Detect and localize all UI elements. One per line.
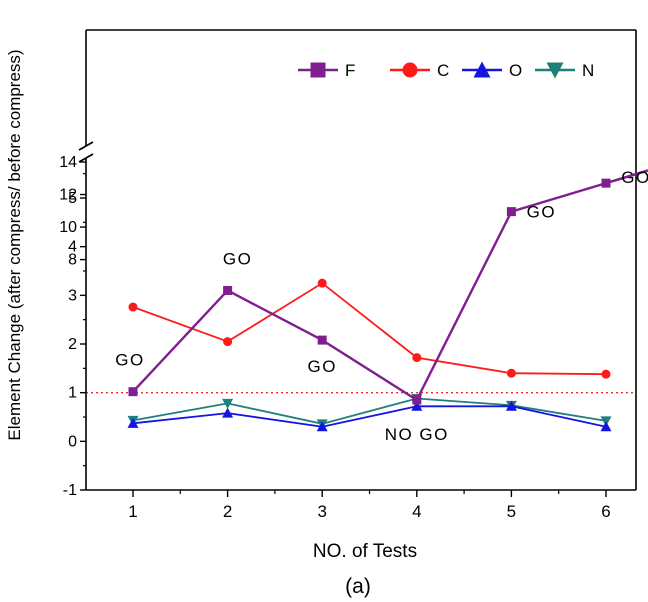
series-o-point	[316, 421, 328, 432]
series-c	[128, 278, 611, 379]
series-c-line	[132, 282, 607, 376]
series-o-point	[222, 407, 234, 418]
legend-entry-n: N	[535, 61, 594, 80]
legend-marker-f	[310, 62, 326, 78]
annotation-label: GO	[115, 351, 144, 370]
x-tick-label: 6	[601, 502, 610, 521]
series-c-point	[317, 278, 327, 288]
series-o-point	[505, 400, 517, 411]
x-tick-label: 4	[412, 502, 421, 521]
legend-label-o: O	[509, 61, 522, 80]
y-tick-label: 8	[68, 252, 77, 269]
series-f-point	[601, 178, 611, 188]
series-n-line	[132, 397, 607, 425]
x-tick-label: 1	[128, 502, 137, 521]
series-o-line	[132, 405, 607, 428]
y-tick-label: 0	[68, 433, 77, 450]
legend-label-n: N	[582, 61, 594, 80]
y-tick-label: 12	[59, 187, 77, 204]
series-c-point	[128, 302, 138, 312]
annotation-label: GO	[223, 249, 252, 268]
annotation-label: NO GO	[385, 425, 449, 444]
legend-entry-o: O	[462, 61, 522, 80]
series-layer	[127, 169, 648, 432]
series-o-point	[127, 417, 139, 428]
figure-caption: (a)	[345, 575, 371, 598]
series-f-segment	[605, 169, 648, 185]
series-f-segment	[511, 169, 648, 213]
series-f	[128, 169, 648, 405]
legend-entry-f: F	[298, 61, 355, 80]
series-f-segment	[132, 289, 229, 393]
series-f-segment	[415, 211, 513, 401]
x-tick-label: 5	[507, 502, 516, 521]
series-c-point	[601, 369, 611, 379]
y-tick-label: 2	[68, 336, 77, 353]
x-tick-label: 2	[223, 502, 232, 521]
series-o	[127, 400, 612, 432]
annotation-label: GO	[621, 168, 648, 187]
y-tick-label: 10	[59, 219, 77, 236]
series-f-segment	[227, 289, 323, 342]
legend-entry-c: C	[390, 61, 449, 80]
y-tick-label: 14	[59, 154, 77, 171]
y-tick-label: 5	[68, 190, 77, 207]
series-f-segment	[321, 339, 418, 401]
series-c-point	[506, 368, 516, 378]
x-axis-label: NO. of Tests	[313, 541, 417, 562]
series-o-point	[411, 400, 423, 411]
annotation-label: GO	[307, 357, 336, 376]
y-tick-label: 4	[68, 239, 77, 256]
series-n	[127, 394, 612, 430]
axis-break-mark	[78, 141, 94, 151]
annotation-label: GO	[527, 203, 556, 222]
series-f-point	[223, 285, 233, 295]
y-tick-label: 1	[68, 385, 77, 402]
legend-label-f: F	[345, 61, 355, 80]
series-c-point	[223, 337, 233, 347]
series-f-point	[317, 335, 327, 345]
legend-marker-c	[402, 62, 418, 78]
series-c-point	[412, 353, 422, 363]
legend-marker-n	[546, 62, 564, 79]
legend-marker-o	[473, 61, 491, 78]
series-f-point	[412, 395, 422, 405]
x-tick-label: 3	[317, 502, 326, 521]
y-tick-label: -1	[63, 482, 77, 499]
axis-break-mark	[78, 153, 94, 163]
series-o-point	[600, 421, 612, 432]
series-f-point	[128, 387, 138, 397]
annotations: GO GO GO NO GO GO GO	[115, 168, 648, 444]
series-f-point	[506, 207, 516, 217]
series-n-point	[222, 398, 234, 409]
legend-label-c: C	[437, 61, 449, 80]
y-tick-label: 3	[68, 287, 77, 304]
y-axis-label: Element Change (after compress/ before c…	[5, 49, 24, 440]
